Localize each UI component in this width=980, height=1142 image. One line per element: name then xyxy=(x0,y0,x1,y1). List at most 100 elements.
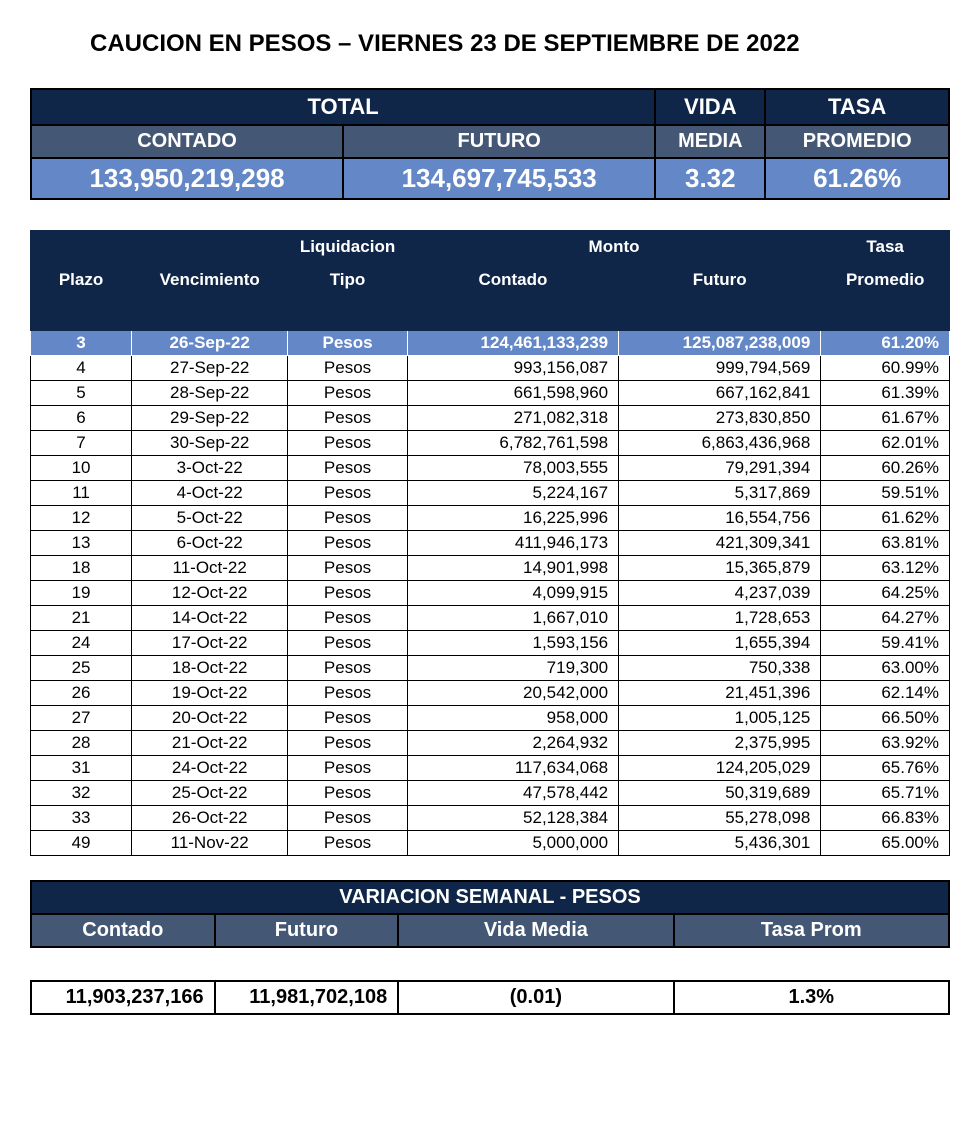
cell-tasa: 61.62% xyxy=(821,506,950,531)
cell-venc: 14-Oct-22 xyxy=(132,606,288,631)
cell-contado: 958,000 xyxy=(407,706,618,731)
summary-contado-value: 133,950,219,298 xyxy=(31,158,343,199)
cell-tasa: 59.41% xyxy=(821,631,950,656)
table-row: 103-Oct-22Pesos78,003,55579,291,39460.26… xyxy=(31,456,950,481)
cell-tipo: Pesos xyxy=(288,756,407,781)
cell-plazo: 19 xyxy=(31,581,132,606)
cell-futuro: 79,291,394 xyxy=(619,456,821,481)
table-row: 4911-Nov-22Pesos5,000,0005,436,30165.00% xyxy=(31,831,950,856)
variation-vida-media-header: Vida Media xyxy=(398,914,673,947)
cell-plazo: 31 xyxy=(31,756,132,781)
cell-tasa: 66.83% xyxy=(821,806,950,831)
cell-contado: 6,782,761,598 xyxy=(407,431,618,456)
table-row: 326-Sep-22Pesos124,461,133,239125,087,23… xyxy=(31,331,950,356)
cell-futuro: 15,365,879 xyxy=(619,556,821,581)
cell-tasa: 64.27% xyxy=(821,606,950,631)
cell-futuro: 21,451,396 xyxy=(619,681,821,706)
cell-contado: 78,003,555 xyxy=(407,456,618,481)
summary-futuro-value: 134,697,745,533 xyxy=(343,158,655,199)
cell-futuro: 273,830,850 xyxy=(619,406,821,431)
cell-contado: 20,542,000 xyxy=(407,681,618,706)
cell-plazo: 5 xyxy=(31,381,132,406)
table-row: 125-Oct-22Pesos16,225,99616,554,75661.62… xyxy=(31,506,950,531)
cell-plazo: 10 xyxy=(31,456,132,481)
table-row: 730-Sep-22Pesos6,782,761,5986,863,436,96… xyxy=(31,431,950,456)
cell-tasa: 61.20% xyxy=(821,331,950,356)
cell-tasa: 61.67% xyxy=(821,406,950,431)
cell-contado: 4,099,915 xyxy=(407,581,618,606)
cell-tipo: Pesos xyxy=(288,781,407,806)
cell-tasa: 64.25% xyxy=(821,581,950,606)
summary-tasa-promedio-value: 61.26% xyxy=(765,158,949,199)
cell-venc: 19-Oct-22 xyxy=(132,681,288,706)
cell-venc: 21-Oct-22 xyxy=(132,731,288,756)
cell-tasa: 65.00% xyxy=(821,831,950,856)
summary-vida-header: VIDA xyxy=(655,89,765,125)
cell-plazo: 25 xyxy=(31,656,132,681)
table-row: 528-Sep-22Pesos661,598,960667,162,84161.… xyxy=(31,381,950,406)
cell-futuro: 750,338 xyxy=(619,656,821,681)
cell-venc: 3-Oct-22 xyxy=(132,456,288,481)
table-row: 3124-Oct-22Pesos117,634,068124,205,02965… xyxy=(31,756,950,781)
cell-tipo: Pesos xyxy=(288,656,407,681)
cell-plazo: 32 xyxy=(31,781,132,806)
cell-contado: 661,598,960 xyxy=(407,381,618,406)
cell-plazo: 28 xyxy=(31,731,132,756)
col-liquidacion-top: Liquidacion xyxy=(288,231,407,264)
cell-tipo: Pesos xyxy=(288,681,407,706)
cell-plazo: 26 xyxy=(31,681,132,706)
variation-vida-media-value: (0.01) xyxy=(398,981,673,1014)
cell-futuro: 6,863,436,968 xyxy=(619,431,821,456)
cell-plazo: 24 xyxy=(31,631,132,656)
cell-futuro: 55,278,098 xyxy=(619,806,821,831)
cell-tipo: Pesos xyxy=(288,406,407,431)
table-row: 2114-Oct-22Pesos1,667,0101,728,65364.27% xyxy=(31,606,950,631)
cell-venc: 27-Sep-22 xyxy=(132,356,288,381)
col-vencimiento: Vencimiento xyxy=(132,264,288,297)
variation-tasa-prom-header: Tasa Prom xyxy=(674,914,949,947)
cell-plazo: 12 xyxy=(31,506,132,531)
cell-tipo: Pesos xyxy=(288,481,407,506)
cell-tipo: Pesos xyxy=(288,806,407,831)
cell-futuro: 421,309,341 xyxy=(619,531,821,556)
page-title: CAUCION EN PESOS – VIERNES 23 DE SEPTIEM… xyxy=(90,30,950,58)
cell-venc: 5-Oct-22 xyxy=(132,506,288,531)
cell-venc: 29-Sep-22 xyxy=(132,406,288,431)
cell-venc: 6-Oct-22 xyxy=(132,531,288,556)
table-row: 2518-Oct-22Pesos719,300750,33863.00% xyxy=(31,656,950,681)
summary-contado-header: CONTADO xyxy=(31,125,343,158)
cell-tasa: 63.00% xyxy=(821,656,950,681)
cell-tasa: 65.76% xyxy=(821,756,950,781)
cell-tasa: 65.71% xyxy=(821,781,950,806)
table-row: 136-Oct-22Pesos411,946,173421,309,34163.… xyxy=(31,531,950,556)
cell-tipo: Pesos xyxy=(288,456,407,481)
cell-plazo: 4 xyxy=(31,356,132,381)
cell-contado: 1,593,156 xyxy=(407,631,618,656)
cell-tasa: 60.26% xyxy=(821,456,950,481)
cell-futuro: 2,375,995 xyxy=(619,731,821,756)
cell-contado: 14,901,998 xyxy=(407,556,618,581)
cell-plazo: 11 xyxy=(31,481,132,506)
cell-tasa: 63.81% xyxy=(821,531,950,556)
table-row: 3326-Oct-22Pesos52,128,38455,278,09866.8… xyxy=(31,806,950,831)
cell-contado: 993,156,087 xyxy=(407,356,618,381)
cell-venc: 11-Nov-22 xyxy=(132,831,288,856)
cell-plazo: 7 xyxy=(31,431,132,456)
cell-contado: 719,300 xyxy=(407,656,618,681)
cell-tipo: Pesos xyxy=(288,381,407,406)
cell-venc: 11-Oct-22 xyxy=(132,556,288,581)
summary-table: TOTAL VIDA TASA CONTADO FUTURO MEDIA PRO… xyxy=(30,88,950,200)
cell-contado: 271,082,318 xyxy=(407,406,618,431)
col-futuro: Futuro xyxy=(619,264,821,297)
table-row: 1811-Oct-22Pesos14,901,99815,365,87963.1… xyxy=(31,556,950,581)
cell-tipo: Pesos xyxy=(288,356,407,381)
cell-plazo: 49 xyxy=(31,831,132,856)
table-row: 2821-Oct-22Pesos2,264,9322,375,99563.92% xyxy=(31,731,950,756)
variation-table: VARIACION SEMANAL - PESOS Contado Futuro… xyxy=(30,880,950,1015)
cell-futuro: 667,162,841 xyxy=(619,381,821,406)
cell-plazo: 13 xyxy=(31,531,132,556)
cell-venc: 20-Oct-22 xyxy=(132,706,288,731)
variation-contado-value: 11,903,237,166 xyxy=(31,981,215,1014)
cell-plazo: 6 xyxy=(31,406,132,431)
cell-tasa: 62.14% xyxy=(821,681,950,706)
